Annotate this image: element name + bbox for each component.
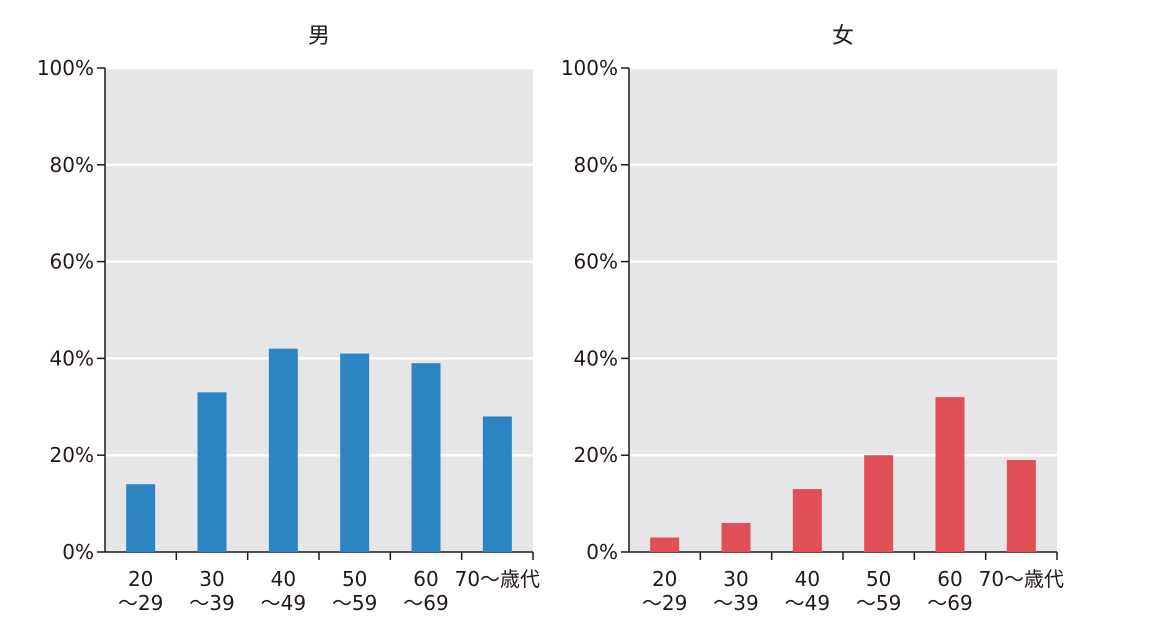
male-x-tick-label: ～39: [189, 591, 234, 615]
male-x-tick-label: ～49: [261, 591, 306, 615]
female-y-tick-label: 20%: [574, 443, 618, 467]
female-chart-title: 女: [832, 24, 854, 49]
male-y-tick-label: 100%: [37, 56, 94, 80]
female-y-tick-label: 60%: [574, 250, 618, 274]
female-bar: [1006, 460, 1036, 552]
female-x-tick-label: 30: [723, 567, 748, 591]
female-x-tick-label: 60: [937, 567, 962, 591]
male-plot-background: [105, 68, 533, 552]
male-x-tick-label: 40: [271, 567, 296, 591]
female-plot-background: [629, 68, 1057, 552]
female-x-tick-label: 50: [866, 567, 891, 591]
female-bar: [935, 397, 965, 552]
female-x-tick-label: ～69: [927, 591, 972, 615]
male-x-tick-label: ～29: [118, 591, 163, 615]
female-x-tick-label: ～39: [713, 591, 758, 615]
female-bar: [650, 537, 680, 552]
male-bar: [268, 348, 298, 552]
female-y-tick-label: 0%: [586, 540, 618, 564]
female-y-tick-label: 80%: [574, 153, 618, 177]
male-chart-title: 男: [308, 24, 330, 49]
male-bar: [126, 484, 156, 552]
male-bar: [197, 392, 227, 552]
male-bar: [411, 363, 441, 552]
female-x-tick-label: ～49: [785, 591, 830, 615]
male-y-tick-label: 20%: [50, 443, 94, 467]
female-bar: [792, 489, 822, 552]
male-x-tick-label: ～59: [332, 591, 377, 615]
female-bar: [864, 455, 894, 552]
male-y-tick-label: 0%: [62, 540, 94, 564]
female-bar: [721, 522, 751, 552]
male-bar: [340, 353, 370, 552]
male-y-tick-label: 40%: [50, 346, 94, 370]
male-x-tick-label: ～69: [403, 591, 448, 615]
female-x-tick-label: ～29: [642, 591, 687, 615]
female-y-tick-label: 100%: [561, 56, 618, 80]
female-y-tick-label: 40%: [574, 346, 618, 370]
male-y-tick-label: 80%: [50, 153, 94, 177]
male-x-tick-label: 70～歳代: [455, 567, 540, 591]
male-x-tick-label: 20: [128, 567, 153, 591]
female-x-tick-label: ～59: [856, 591, 901, 615]
female-x-tick-label: 70～歳代: [979, 567, 1064, 591]
female-x-tick-label: 20: [652, 567, 677, 591]
male-bar: [482, 416, 512, 552]
male-x-tick-label: 30: [199, 567, 224, 591]
female-x-tick-label: 40: [795, 567, 820, 591]
male-y-tick-label: 60%: [50, 250, 94, 274]
male-x-tick-label: 60: [413, 567, 438, 591]
male-x-tick-label: 50: [342, 567, 367, 591]
